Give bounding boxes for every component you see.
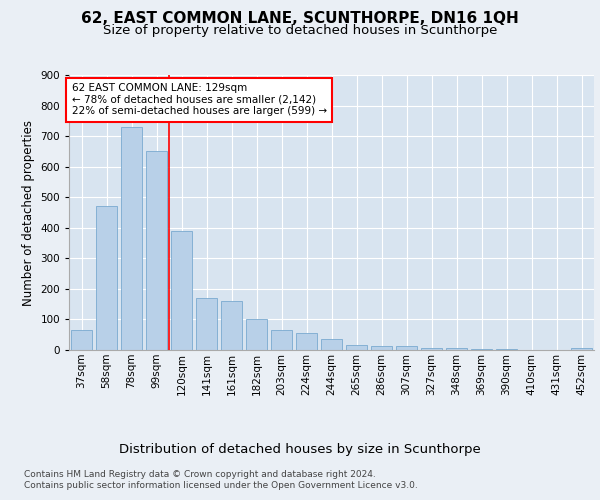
- Text: Distribution of detached houses by size in Scunthorpe: Distribution of detached houses by size …: [119, 442, 481, 456]
- Bar: [196, 298, 217, 350]
- Bar: [321, 340, 342, 350]
- Text: Size of property relative to detached houses in Scunthorpe: Size of property relative to detached ho…: [103, 24, 497, 37]
- Bar: [496, 349, 517, 350]
- Y-axis label: Number of detached properties: Number of detached properties: [22, 120, 35, 306]
- Bar: [221, 301, 242, 350]
- Bar: [296, 333, 317, 350]
- Bar: [96, 206, 117, 350]
- Bar: [371, 346, 392, 350]
- Bar: [146, 152, 167, 350]
- Bar: [171, 231, 192, 350]
- Text: Contains public sector information licensed under the Open Government Licence v3: Contains public sector information licen…: [24, 481, 418, 490]
- Bar: [571, 348, 592, 350]
- Bar: [121, 127, 142, 350]
- Bar: [71, 330, 92, 350]
- Text: Contains HM Land Registry data © Crown copyright and database right 2024.: Contains HM Land Registry data © Crown c…: [24, 470, 376, 479]
- Bar: [471, 349, 492, 350]
- Text: 62, EAST COMMON LANE, SCUNTHORPE, DN16 1QH: 62, EAST COMMON LANE, SCUNTHORPE, DN16 1…: [81, 11, 519, 26]
- Bar: [271, 330, 292, 350]
- Bar: [396, 346, 417, 350]
- Bar: [346, 346, 367, 350]
- Bar: [246, 320, 267, 350]
- Bar: [446, 348, 467, 350]
- Bar: [421, 348, 442, 350]
- Text: 62 EAST COMMON LANE: 129sqm
← 78% of detached houses are smaller (2,142)
22% of : 62 EAST COMMON LANE: 129sqm ← 78% of det…: [71, 83, 327, 116]
